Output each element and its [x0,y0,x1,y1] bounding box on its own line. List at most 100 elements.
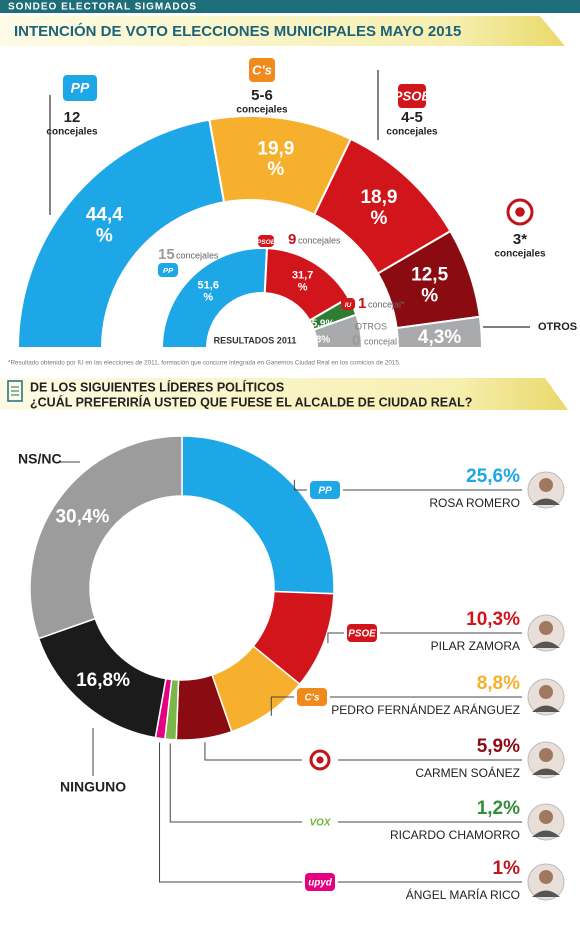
seat-count: 15 [158,246,175,263]
photo [539,685,553,699]
logo-text: VOX [310,818,332,829]
logo-text: PP [163,266,174,275]
leader-name: ROSA ROMERO [429,496,520,510]
photo [532,830,560,837]
seat-unit: concejales [236,105,288,116]
logo-text: PSOE [348,629,376,640]
logo [341,298,355,310]
seat-count: 5-6 [251,87,273,104]
seat-count: 4-5 [401,109,423,126]
logo-text: C's [252,62,272,77]
footnote: *Resultado obtenido por IU en las elecci… [8,360,401,367]
logo [63,75,97,101]
seat-unit: concejal* [368,299,405,309]
seat-unit: concejales [298,235,341,245]
logo [258,235,274,247]
seat-unit: concejales [386,127,438,138]
logo [347,624,377,642]
value-label: 44,4% [86,205,123,247]
logo-text: PP [71,80,90,96]
segment [29,435,183,640]
photo [539,478,553,492]
value-label: 10,8% [302,335,330,346]
logo [316,756,324,764]
segment [395,315,484,349]
logo-text: upyd [308,878,333,889]
leader-name: ÁNGEL MARÍA RICO [406,887,520,902]
photo [532,498,560,505]
logo-text: IU [345,302,352,309]
photo [532,890,560,897]
value-label: 5,9% [312,319,335,330]
logo [297,688,327,706]
value-label: 18,9% [360,187,397,229]
category-label: OTROS [355,321,387,331]
segment [181,435,335,595]
question-bar [0,378,568,410]
kicker-bar [0,0,580,13]
leader-name: PILAR ZAMORA [431,639,520,653]
leader-line [169,743,302,823]
segment [312,313,364,349]
category-label: NS/NC [18,451,62,467]
leader-line [204,742,302,761]
segment [160,247,269,349]
title-bar [0,16,565,46]
logo [310,481,340,499]
value-label: 5,9% [477,736,520,757]
value-label: 12,5% [411,265,448,307]
seat-count: 12 [64,109,81,126]
category-label: NINGUNO [60,779,126,795]
leader-line [293,479,307,491]
logo [249,58,275,82]
photo [539,810,553,824]
leader-line [270,696,294,716]
photo [539,870,553,884]
icon [7,380,23,402]
logo [158,263,178,277]
photo [532,641,560,648]
value-label: 51,6% [198,279,219,303]
value-label: 4,3% [418,327,461,348]
seat-unit: concejales [494,249,546,260]
category-label: OTROS [538,321,577,333]
logo [515,207,525,217]
value-label: 16,8% [76,670,130,691]
logo-text: C's [305,693,320,704]
leader-line [159,742,302,883]
leader-name: RICARDO CHAMORRO [390,828,520,842]
logo [398,84,426,108]
seat-unit: concejales [46,127,98,138]
seat-unit: concejales [176,250,219,260]
logo-text: PSOE [394,88,432,103]
logo [305,873,335,891]
leader-name: CARMEN SOÁNEZ [415,765,520,780]
value-label: 10,3% [466,609,520,630]
value-label: 25,6% [466,466,520,487]
question: ¿CUÁL PREFERIRÍA USTED QUE FUESE EL ALCA… [30,394,472,409]
logo-text: PSOE [257,239,276,246]
chart-subtitle: RESULTADOS 2011 [214,335,297,345]
value-label: 19,9% [257,138,294,180]
value-label: 1,2% [477,798,520,819]
value-label: 31,7% [292,269,313,293]
photo [539,621,553,635]
photo [539,748,553,762]
value-label: 30,4% [55,507,109,528]
photo [532,705,560,712]
seat-count: 1 [358,295,366,312]
leader-line [327,632,344,644]
seat-count: 3* [513,231,527,248]
kicker: SONDEO ELECTORAL SIGMADOS [8,2,197,13]
value-label: 8,8% [477,673,520,694]
leader-name: PEDRO FERNÁNDEZ ARÁNGUEZ [331,702,520,717]
seat-count: 0 [352,332,360,349]
segment [16,118,226,349]
title: INTENCIÓN DE VOTO ELECCIONES MUNICIPALES… [14,22,461,40]
photo [532,768,560,775]
value-label: 1% [493,858,521,879]
question: DE LOS SIGUIENTES LÍDERES POLÍTICOS [30,379,284,394]
logo-text: PP [318,486,332,497]
seat-unit: concejal [364,336,397,346]
